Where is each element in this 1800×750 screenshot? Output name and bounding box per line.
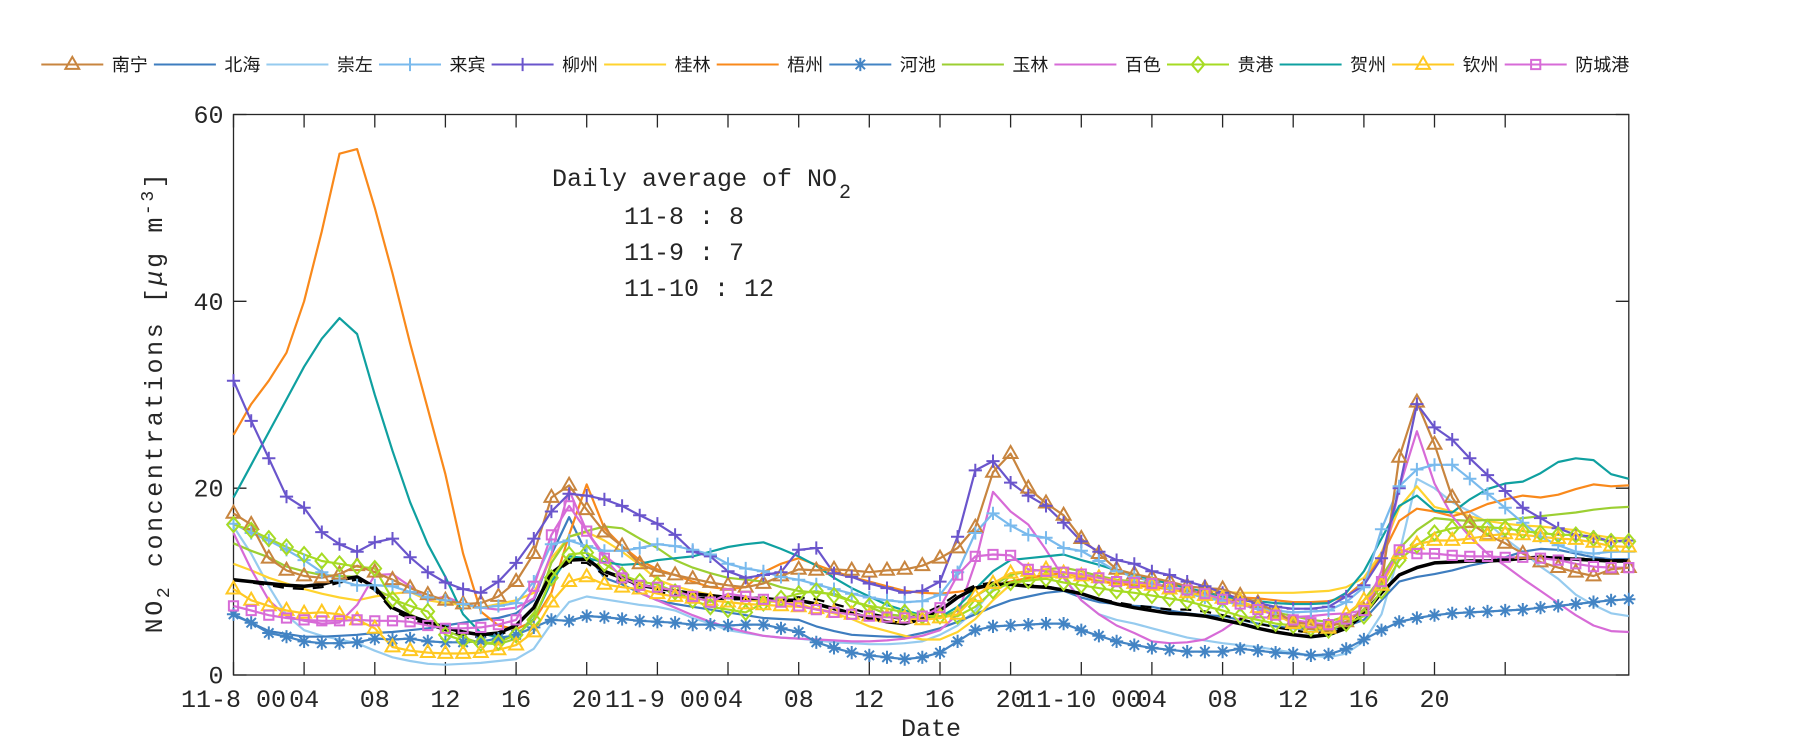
svg-text:20: 20 — [572, 686, 602, 715]
svg-text:11-8 : 8: 11-8 : 8 — [624, 203, 744, 232]
svg-text:11-9 : 7: 11-9 : 7 — [624, 239, 744, 268]
svg-text:08: 08 — [1208, 686, 1238, 715]
svg-text:11-9 00: 11-9 00 — [605, 686, 710, 715]
svg-text:0: 0 — [208, 663, 223, 692]
svg-text:60: 60 — [193, 102, 223, 131]
svg-text:12: 12 — [1278, 686, 1308, 715]
svg-text:04: 04 — [1137, 686, 1167, 715]
svg-text:16: 16 — [1349, 686, 1379, 715]
svg-text:20: 20 — [193, 476, 223, 505]
svg-text:NO2 concentrations [μg m-3]: NO2 concentrations [μg m-3] — [139, 171, 175, 634]
svg-text:04: 04 — [713, 686, 743, 715]
svg-text:08: 08 — [360, 686, 390, 715]
svg-text:08: 08 — [784, 686, 814, 715]
svg-text:20: 20 — [1419, 686, 1449, 715]
svg-text:20: 20 — [996, 686, 1026, 715]
svg-text:11-10 : 12: 11-10 : 12 — [624, 275, 774, 304]
svg-text:16: 16 — [925, 686, 955, 715]
svg-text:Date: Date — [901, 715, 961, 744]
svg-text:11-8 00: 11-8 00 — [181, 686, 286, 715]
svg-text:04: 04 — [289, 686, 319, 715]
svg-text:16: 16 — [501, 686, 531, 715]
svg-text:12: 12 — [854, 686, 884, 715]
svg-text:12: 12 — [430, 686, 460, 715]
svg-text:40: 40 — [193, 289, 223, 318]
svg-text:11-10 00: 11-10 00 — [1021, 686, 1141, 715]
